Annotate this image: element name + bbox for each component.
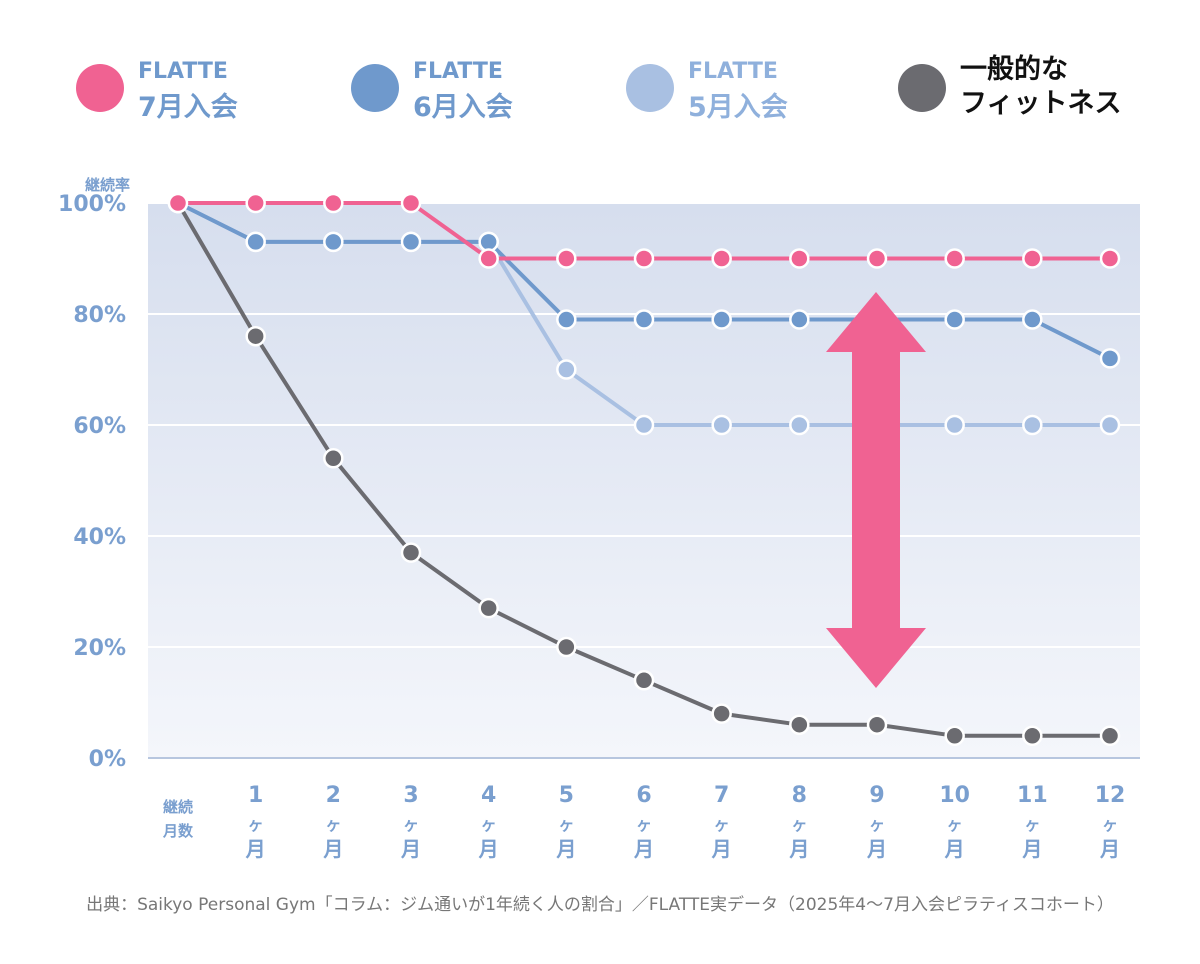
legend-label: FLATTE 6月入会: [413, 59, 513, 123]
x-tick-label: 2 ヶ月: [322, 783, 343, 861]
data-point: [944, 309, 965, 330]
data-point: [400, 192, 422, 214]
data-point: [1022, 309, 1043, 330]
data-point: [323, 192, 344, 214]
data-point: [711, 309, 732, 330]
plot-area: [148, 203, 1140, 758]
x-tick-label: 5 ヶ月: [555, 783, 576, 861]
legend-label: 一般的なフィットネス: [960, 53, 1121, 119]
x-tick-label: 6 ヶ月: [633, 783, 654, 861]
data-point: [711, 414, 732, 436]
data-point: [1099, 414, 1121, 436]
x-tick-label: 4 ヶ月: [478, 783, 499, 861]
data-point: [944, 414, 965, 436]
data-point: [633, 248, 655, 269]
data-point: [1099, 725, 1121, 747]
data-point: [944, 248, 965, 269]
y-axis-label: 継続率: [85, 176, 130, 194]
data-point: [866, 248, 888, 269]
data-point: [400, 231, 422, 253]
data-point: [323, 448, 344, 469]
source: 出典：Saikyo Personal Gym「コラム：ジム通いが1年続く人の割合…: [86, 894, 1114, 915]
legend-marker: [898, 64, 946, 112]
data-point: [245, 325, 266, 347]
legend-marker: [76, 64, 124, 112]
data-point: [944, 725, 965, 747]
x-axis-label: 継続月数: [162, 798, 194, 840]
data-point: [478, 248, 499, 269]
gap-arrow: [826, 292, 926, 688]
data-point: [711, 248, 732, 269]
legend-label: FLATTE 5月入会: [688, 59, 788, 123]
data-point: [556, 636, 577, 658]
x-tick-label: 8 ヶ月: [788, 783, 809, 861]
y-tick-label: 100%: [58, 192, 126, 217]
data-point: [478, 597, 499, 619]
data-point: [323, 231, 344, 253]
legend-label: FLATTE 7月入会: [138, 59, 238, 123]
x-tick-label: 9 ヶ月: [866, 783, 887, 861]
data-point: [789, 248, 810, 269]
data-point: [1099, 248, 1121, 269]
legend-marker: [351, 64, 399, 112]
data-point: [1022, 414, 1043, 436]
y-tick-label: 0%: [89, 747, 126, 772]
x-tick-label: 12 ヶ月: [1095, 783, 1126, 861]
data-point: [245, 231, 266, 253]
data-point: [633, 414, 655, 436]
data-point: [1022, 248, 1043, 269]
x-tick-label: 3 ヶ月: [400, 783, 421, 861]
data-point: [167, 192, 189, 214]
data-point: [789, 309, 810, 330]
data-point: [866, 714, 888, 735]
x-tick-label: 10 ヶ月: [939, 783, 970, 861]
data-point: [633, 670, 655, 691]
y-tick-label: 40%: [73, 525, 126, 550]
x-tick-label: 7 ヶ月: [711, 783, 732, 861]
data-point: [556, 309, 577, 330]
x-tick-label: 11 ヶ月: [1017, 783, 1048, 861]
data-point: [711, 703, 732, 724]
data-point: [478, 231, 499, 253]
x-tick-label: 1 ヶ月: [245, 783, 266, 861]
data-point: [556, 359, 577, 380]
data-point: [556, 248, 577, 269]
data-point: [1099, 348, 1121, 369]
data-point: [789, 714, 810, 735]
data-point: [633, 309, 655, 330]
data-point: [789, 414, 810, 436]
y-tick-label: 80%: [73, 303, 126, 328]
y-tick-label: 20%: [73, 636, 126, 661]
legend-marker: [626, 64, 674, 112]
data-point: [1022, 725, 1043, 747]
data-point: [245, 192, 266, 214]
data-point: [400, 542, 422, 563]
y-tick-label: 60%: [73, 414, 126, 439]
